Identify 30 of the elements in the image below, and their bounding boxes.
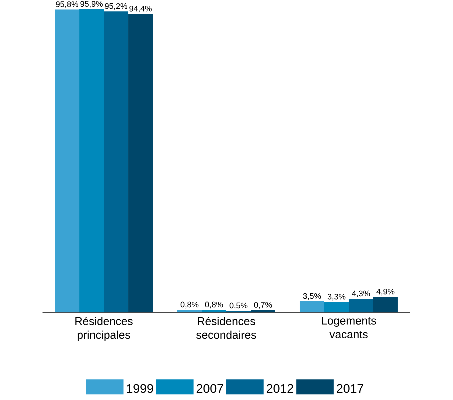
bar — [324, 302, 349, 313]
bar — [348, 299, 374, 313]
bar — [251, 310, 276, 313]
data-label: 0,7% — [254, 302, 272, 309]
data-label: 95,2% — [105, 4, 128, 10]
bar — [373, 297, 398, 313]
data-label: 95,8% — [56, 2, 78, 8]
data-label: 0,8% — [180, 302, 199, 309]
data-label: 0,5% — [230, 302, 248, 310]
data-label: 3,5% — [303, 293, 322, 300]
data-label: 94,4% — [130, 6, 152, 13]
legend-label: 1999 — [127, 384, 154, 394]
bar — [300, 302, 324, 313]
bar — [80, 9, 104, 313]
data-label: 0,8% — [205, 302, 224, 309]
legend-label: 2012 — [266, 384, 294, 394]
data-label: 4,3% — [352, 290, 370, 298]
legend-label: 2017 — [337, 384, 364, 394]
x-tick-label: Logements vacants — [322, 317, 376, 339]
data-label: 4,9% — [376, 289, 395, 296]
legend-label: 2007 — [196, 384, 224, 394]
bar — [128, 14, 154, 313]
data-label: 3,3% — [328, 294, 346, 301]
data-label: 95,9% — [80, 1, 103, 8]
x-tick-label: Résidences secondaires — [196, 317, 256, 340]
bar — [178, 310, 202, 313]
bar — [55, 10, 80, 313]
x-tick-label: Résidences principales — [76, 317, 133, 342]
bar — [202, 310, 227, 313]
bar — [104, 12, 129, 313]
